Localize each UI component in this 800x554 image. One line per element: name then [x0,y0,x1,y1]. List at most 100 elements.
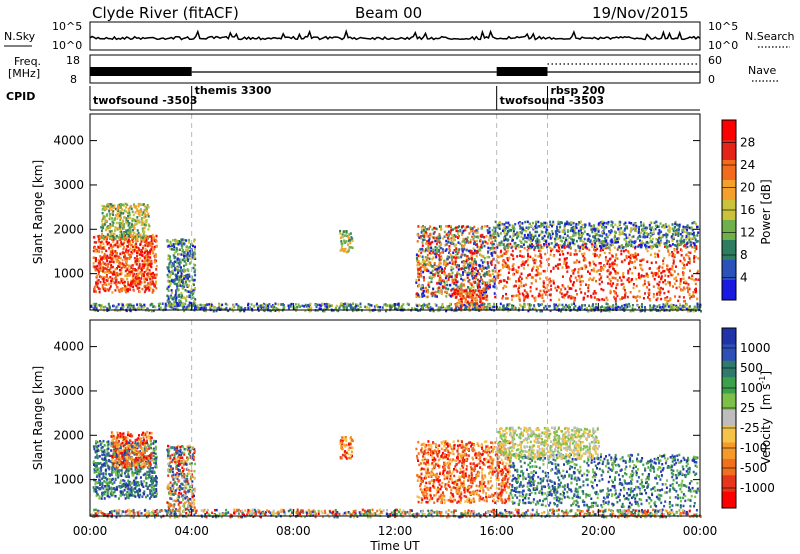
data-cell [574,304,577,308]
data-cell [512,257,515,261]
data-cell [479,278,482,281]
data-cell [457,226,459,229]
data-cell [570,297,573,300]
data-cell [112,238,115,241]
data-cell [120,242,123,246]
data-cell [348,237,350,240]
data-cell [116,251,118,255]
data-cell [467,273,470,276]
data-cell [651,226,654,229]
data-cell [642,242,645,245]
data-cell [121,262,124,265]
data-cell [175,283,178,286]
data-cell [554,243,557,246]
data-cell [425,295,428,299]
data-cell [623,288,626,292]
data-cell [538,247,541,251]
data-cell [590,296,593,299]
data-cell [516,255,519,258]
data-cell [188,301,191,304]
data-cell [466,295,469,298]
data-cell [467,292,470,295]
data-cell [180,292,183,295]
data-cell [258,307,261,310]
data-cell [423,268,426,271]
data-cell [125,210,128,213]
data-cell [460,285,462,288]
data-cell [416,257,419,261]
data-cell [143,278,146,281]
data-cell [171,262,174,265]
data-cell [676,251,679,254]
data-cell [341,245,343,248]
data-cell [484,240,487,244]
data-cell [562,285,565,289]
data-cell [419,254,421,258]
data-cell [432,248,435,251]
data-cell [674,222,677,225]
data-cell [491,234,494,237]
data-cell [114,250,117,253]
data-cell [175,300,177,304]
data-cell [483,274,486,278]
data-cell [438,291,441,294]
data-cell [629,239,632,242]
data-cell [177,252,180,256]
data-cell [447,241,450,244]
data-cell [603,241,606,244]
data-cell [185,239,188,242]
data-cell [449,302,452,306]
data-cell [658,269,661,272]
data-cell [613,295,615,299]
data-cell [406,302,409,306]
data-cell [126,268,129,271]
data-cell [524,261,527,264]
data-cell [451,241,454,244]
data-cell [671,254,674,258]
data-cell [427,263,430,266]
data-cell [639,243,642,247]
data-cell [688,293,691,297]
data-cell [545,240,547,243]
data-cell [558,303,560,307]
data-cell [107,262,110,266]
data-cell [650,246,653,249]
data-cell [533,226,535,230]
data-cell [483,282,486,285]
data-cell [646,286,649,289]
data-cell [506,226,509,229]
data-cell [598,298,601,302]
data-cell [473,260,476,263]
data-cell [137,220,140,224]
data-cell [435,255,438,259]
data-cell [185,258,187,261]
data-cell [176,260,178,264]
data-cell [437,235,440,238]
data-cell [202,308,205,311]
data-cell [681,288,684,292]
data-cell [474,261,477,264]
data-cell [572,225,575,229]
data-cell [564,306,567,310]
data-cell [521,222,524,225]
data-cell [497,224,499,227]
data-cell [669,272,672,275]
data-cell [656,245,659,249]
data-cell [439,282,442,286]
data-cell [504,228,507,232]
data-cell [124,256,127,259]
data-cell [192,291,195,294]
data-cell [188,294,191,298]
data-cell [149,256,152,259]
data-cell [431,294,434,298]
data-cell [520,245,522,248]
data-cell [574,225,577,228]
data-cell [130,264,133,268]
data-cell [473,240,476,243]
data-cell [458,248,461,251]
data-cell [650,234,652,238]
data-cell [347,235,350,239]
data-cell [493,285,496,289]
data-cell [566,239,569,242]
data-cell [137,272,140,276]
